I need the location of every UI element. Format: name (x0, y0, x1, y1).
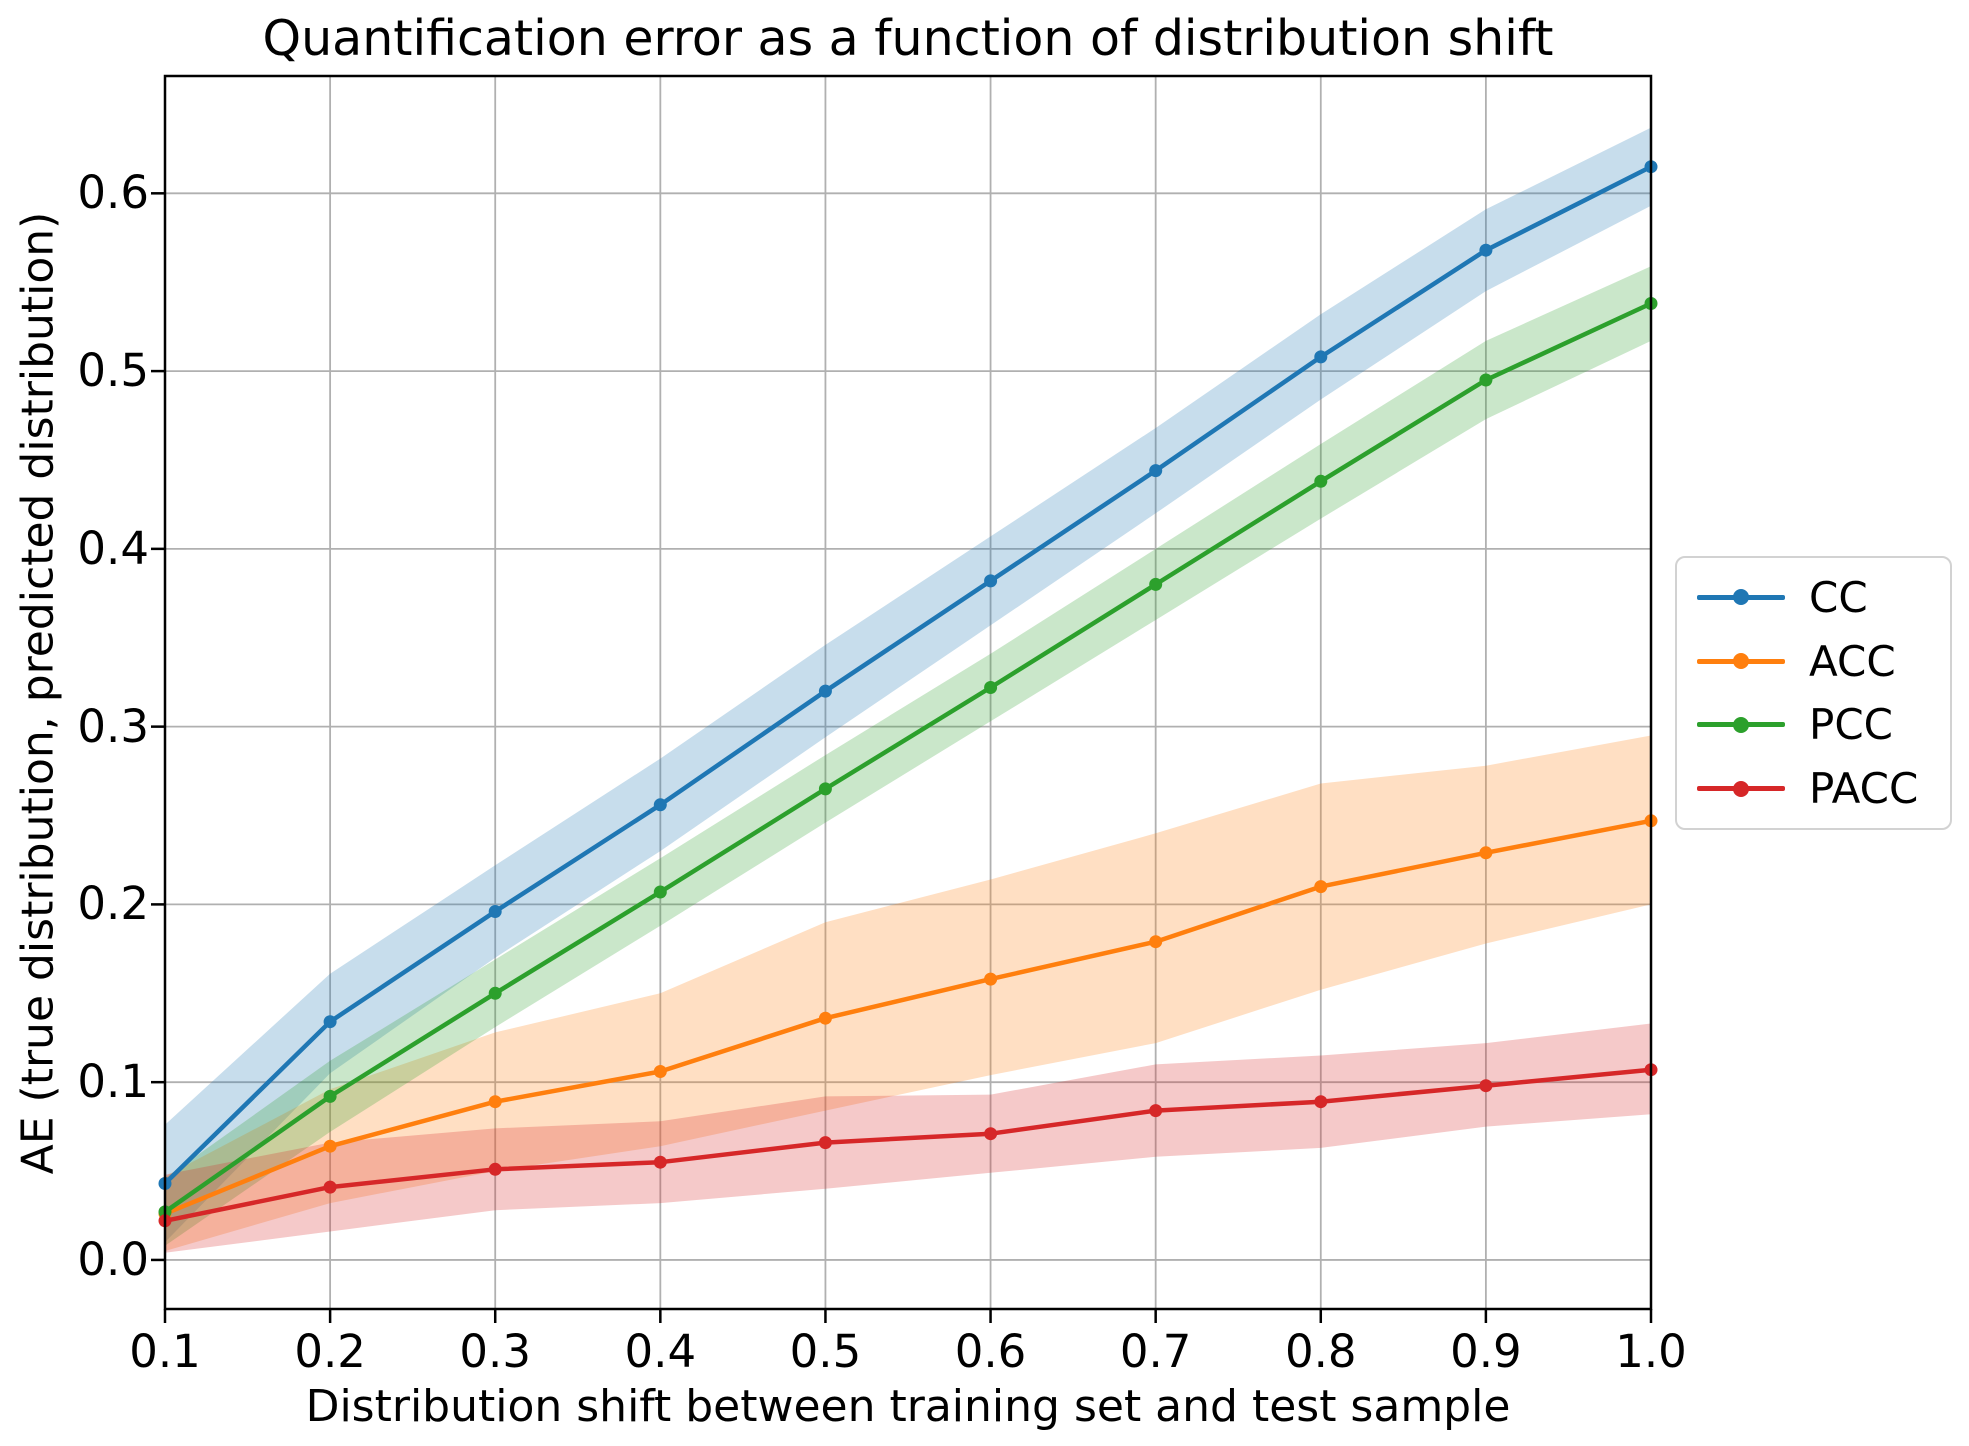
legend-label: CC (1809, 572, 1868, 622)
x-tick-label: 0.6 (954, 1325, 1027, 1378)
series-marker-pcc (323, 1089, 337, 1103)
y-tick-label: 0.2 (77, 877, 149, 931)
series-marker-pacc (1314, 1095, 1328, 1109)
series-marker-acc (1314, 880, 1328, 894)
series-line-pacc (164, 1067, 1652, 1224)
x-tick-label: 0.4 (624, 1325, 697, 1378)
x-tick-label: 0.8 (1284, 1325, 1357, 1378)
series-marker-cc (323, 1015, 337, 1029)
series-marker-pcc (1479, 373, 1493, 387)
series-marker-pacc (323, 1180, 337, 1194)
x-axis-ticks: 0.1 0.2 0.3 0.4 0.5 0.6 0.7 0.8 0.9 1.0 (0, 1325, 1969, 1385)
axes-spines (163, 74, 1653, 1311)
y-tick-label: 0.3 (77, 699, 149, 753)
series-marker-acc (984, 972, 998, 986)
legend-label: ACC (1809, 636, 1896, 686)
series-line-pcc (163, 301, 1652, 1214)
series-marker-acc (818, 1011, 832, 1025)
series-marker-pacc (653, 1155, 667, 1169)
series-marker-acc (488, 1095, 502, 1109)
series-marker-cc (1479, 243, 1493, 257)
x-tick-label: 1.0 (1615, 1325, 1687, 1378)
x-tick-label: 0.3 (459, 1325, 531, 1378)
legend-line-sample (1697, 589, 1785, 606)
x-axis-label: Distribution shift between training set … (305, 1381, 1511, 1432)
series-marker-pacc (488, 1162, 502, 1176)
x-tick-label: 0.7 (1119, 1325, 1192, 1378)
x-tick-label: 0.5 (789, 1325, 862, 1378)
series-marker-pcc (1314, 474, 1328, 488)
series-marker-pcc (653, 885, 667, 899)
y-axis-ticks: 0.0 0.1 0.2 0.3 0.4 0.5 0.6 (0, 0, 149, 1446)
series-marker-cc (1314, 350, 1328, 364)
legend-item-cc: CC (1677, 573, 1950, 622)
legend-marker-dot (1733, 780, 1749, 797)
y-tick-label: 0.4 (77, 521, 149, 575)
legend-label: PCC (1809, 700, 1893, 750)
series-marker-acc (323, 1139, 337, 1153)
legend-item-pacc: PACC (1677, 764, 1950, 813)
series-marker-cc (818, 684, 832, 698)
series-marker-pacc (1149, 1104, 1163, 1118)
series-marker-cc (1149, 464, 1163, 478)
series-marker-pcc (1149, 577, 1163, 591)
legend: CC ACC PCC PACC (1675, 556, 1952, 830)
legend-line-sample (1697, 780, 1785, 797)
y-tick-label: 0.0 (77, 1232, 149, 1286)
series-line-cc (163, 164, 1653, 1186)
legend-line-sample (1697, 716, 1785, 733)
x-tick-label: 0.9 (1450, 1325, 1522, 1378)
legend-marker-dot (1733, 653, 1749, 670)
series-band-pcc (165, 266, 1651, 1246)
series-marker-pcc (488, 986, 502, 1000)
chart-title: Quantification error as a function of di… (262, 10, 1554, 67)
series-marker-cc (488, 905, 502, 918)
legend-line-sample (1697, 653, 1785, 670)
series-marker-pacc (818, 1136, 832, 1150)
series-marker-acc (1149, 935, 1163, 949)
series-band-cc (165, 127, 1651, 1243)
y-tick-label: 0.1 (77, 1055, 149, 1109)
series-band-acc (165, 735, 1651, 1251)
y-tick-label: 0.5 (77, 344, 149, 398)
x-tick-label: 0.1 (129, 1325, 201, 1378)
legend-label: PACC (1809, 764, 1919, 814)
series-marker-pacc (984, 1127, 998, 1141)
y-tick-label: 0.6 (77, 166, 149, 220)
series-marker-pcc (818, 782, 832, 796)
legend-item-acc: ACC (1677, 637, 1950, 686)
series-line-acc (164, 818, 1652, 1216)
series-marker-acc (1479, 846, 1493, 860)
series-marker-pacc (1479, 1079, 1493, 1093)
series-marker-acc (653, 1065, 667, 1078)
legend-item-pcc: PCC (1677, 700, 1950, 749)
x-tick-label: 0.2 (294, 1325, 366, 1378)
series-marker-cc (984, 574, 998, 588)
legend-marker-dot (1733, 716, 1749, 733)
legend-marker-dot (1733, 589, 1749, 606)
series-marker-cc (653, 798, 667, 812)
series-marker-pcc (984, 681, 998, 694)
